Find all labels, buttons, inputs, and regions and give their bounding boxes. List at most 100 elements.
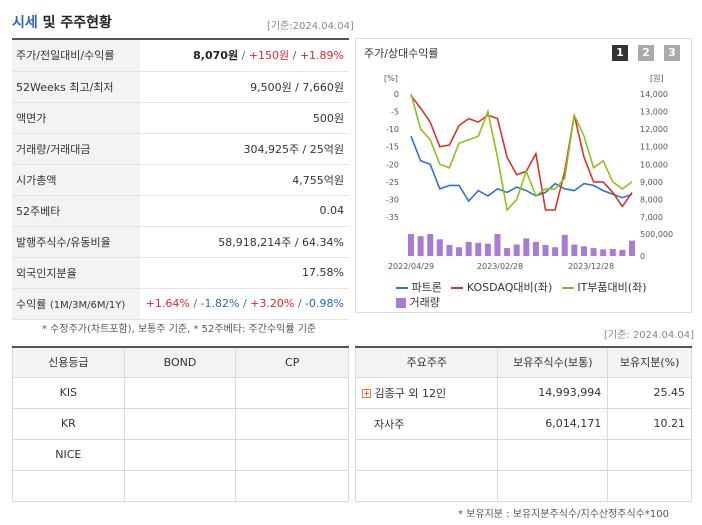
- sep: /: [238, 49, 249, 63]
- volume-bar: [513, 244, 520, 256]
- volume-bar: [484, 243, 491, 256]
- table-row: KR: [12, 407, 349, 440]
- right-tick-label: 9,000: [640, 178, 663, 187]
- col-header: 보유지분(%): [607, 346, 692, 378]
- volume-bar: [417, 236, 424, 256]
- volume-bar: [629, 240, 635, 256]
- holder-name-cell[interactable]: + 김종구 외 12인: [354, 376, 499, 409]
- col-header: 신용등급: [12, 346, 125, 378]
- holder-name: 김종구 외 12인: [374, 386, 447, 400]
- row-label: 수익률 (1M/3M/6M/1Y): [12, 288, 140, 320]
- table-row: [12, 469, 349, 502]
- row-label: 시가총액: [12, 164, 140, 196]
- volume-axis-ticks: 500,000 0: [640, 230, 673, 261]
- volume-bar: [542, 245, 549, 256]
- row-label: 52주베타: [12, 195, 140, 227]
- volume-bar: [446, 245, 453, 256]
- volume-bar: [494, 234, 501, 256]
- right-tick-label: 12,000: [640, 125, 668, 134]
- volume-tick-label: 500,000: [640, 230, 673, 239]
- agency: NICE: [12, 438, 125, 471]
- holders-header-row: 주요주주 보유주식수(보통) 보유지분(%): [354, 346, 692, 378]
- cp: [235, 407, 349, 440]
- volume-bar: [561, 234, 568, 256]
- chart-title: 주가/상대수익률: [364, 47, 439, 60]
- holder-pct: [607, 469, 692, 502]
- volume-bar: [427, 234, 434, 256]
- volume-bar: [532, 241, 539, 256]
- page-title: 시세 및 주주현황: [12, 12, 112, 32]
- return-1m: +1.64%: [145, 297, 190, 310]
- chart-page-2-button[interactable]: 2: [638, 45, 654, 61]
- chart-page-1-button[interactable]: 1: [612, 45, 628, 61]
- volume-bar: [504, 248, 511, 256]
- holder-shares: [497, 438, 609, 471]
- legend-swatch: [396, 287, 408, 289]
- expand-icon[interactable]: +: [362, 389, 371, 398]
- return-6m: +3.20%: [250, 297, 295, 310]
- row-52weeks: 52Weeks 최고/최저 9,500원 / 7,660원: [12, 71, 349, 103]
- volume-bar: [436, 239, 443, 256]
- sep: /: [289, 49, 300, 63]
- right-tick-label: 10,000: [640, 160, 668, 169]
- returns-value: +1.64% / -1.82% / +3.20% / -0.98%: [140, 288, 349, 320]
- holder-name: 자사주: [354, 407, 499, 440]
- volume-bars: [408, 234, 635, 256]
- left-tick-label: 0: [394, 90, 399, 99]
- credit-header-row: 신용등급 BOND CP: [12, 346, 349, 378]
- legend-stock: 파트론: [396, 281, 442, 294]
- row-market-cap: 시가총액 4,755억원: [12, 164, 349, 196]
- return-3m: -1.82%: [200, 297, 240, 310]
- x-axis-ticks: 2022/04/29 2023/02/28 2023/12/28: [388, 262, 614, 271]
- stock-info-table: 주가/전일대비/수익률 8,070원 / +150원 / +1.89% 52We…: [12, 40, 349, 320]
- stock-info-panel: 주가/전일대비/수익률 8,070원 / +150원 / +1.89% 52We…: [12, 38, 349, 320]
- left-tick-label: -30: [386, 195, 399, 204]
- row-value: 17.58%: [140, 257, 349, 289]
- legend-kosdaq: KOSDAQ대비(좌): [451, 281, 552, 294]
- row-value: 9,500원 / 7,660원: [140, 71, 349, 103]
- shareholders-table: 주요주주 보유주식수(보통) 보유지분(%) + 김종구 외 12인 14,99…: [354, 346, 692, 502]
- bond: [123, 469, 237, 502]
- row-label: 외국인지분율: [12, 257, 140, 289]
- table-row: [354, 438, 692, 471]
- series-lines: [410, 93, 633, 212]
- col-header: CP: [235, 346, 349, 378]
- left-axis-unit: [%]: [384, 74, 398, 83]
- credit-rating-table: 신용등급 BOND CP KIS KR NICE: [12, 346, 349, 502]
- row-shares: 발행주식수/유동비율 58,918,214주 / 64.34%: [12, 226, 349, 258]
- volume-bar: [523, 238, 530, 256]
- page-title-accent: 시세: [12, 15, 38, 31]
- bond: [123, 438, 237, 471]
- agency: KIS: [12, 376, 125, 409]
- chart-page-3-button[interactable]: 3: [664, 45, 680, 61]
- reference-date: [기준:2024.04.04]: [267, 21, 354, 32]
- legend-label: 거래량: [409, 296, 440, 309]
- volume-bar: [465, 241, 472, 256]
- volume-bar: [619, 249, 626, 256]
- sep: /: [189, 297, 201, 310]
- row-volume: 거래량/거래대금 304,925주 / 25억원: [12, 133, 349, 165]
- volume-bar: [571, 244, 578, 256]
- series-line-2: [410, 93, 633, 212]
- left-tick-label: -5: [391, 108, 399, 117]
- holder-shares: [497, 469, 609, 502]
- bond: [123, 407, 237, 440]
- left-tick-label: -15: [386, 143, 399, 152]
- legend-label: KOSDAQ대비(좌): [466, 281, 553, 294]
- sep: /: [294, 297, 306, 310]
- left-tick-label: -20: [386, 160, 399, 169]
- right-tick-label: 11,000: [640, 143, 668, 152]
- holder-shares: 6,014,171: [497, 407, 609, 440]
- table-row: + 김종구 외 12인 14,993,994 25.45: [354, 376, 692, 409]
- volume-tick-label: 0: [640, 252, 645, 261]
- row-value: 4,755억원: [140, 164, 349, 196]
- right-tick-label: 14,000: [640, 90, 668, 99]
- holders-note: * 보유지분 : 보유지분주식수/지수산정주식수*100: [458, 509, 669, 520]
- row-price: 주가/전일대비/수익률 8,070원 / +150원 / +1.89%: [12, 40, 349, 72]
- cp: [235, 438, 349, 471]
- x-tick-label: 2023/02/28: [477, 262, 523, 271]
- volume-bar: [580, 246, 587, 256]
- holder-name: [354, 469, 499, 502]
- return-1y: -0.98%: [305, 297, 344, 310]
- row-foreign: 외국인지분율 17.58%: [12, 257, 349, 289]
